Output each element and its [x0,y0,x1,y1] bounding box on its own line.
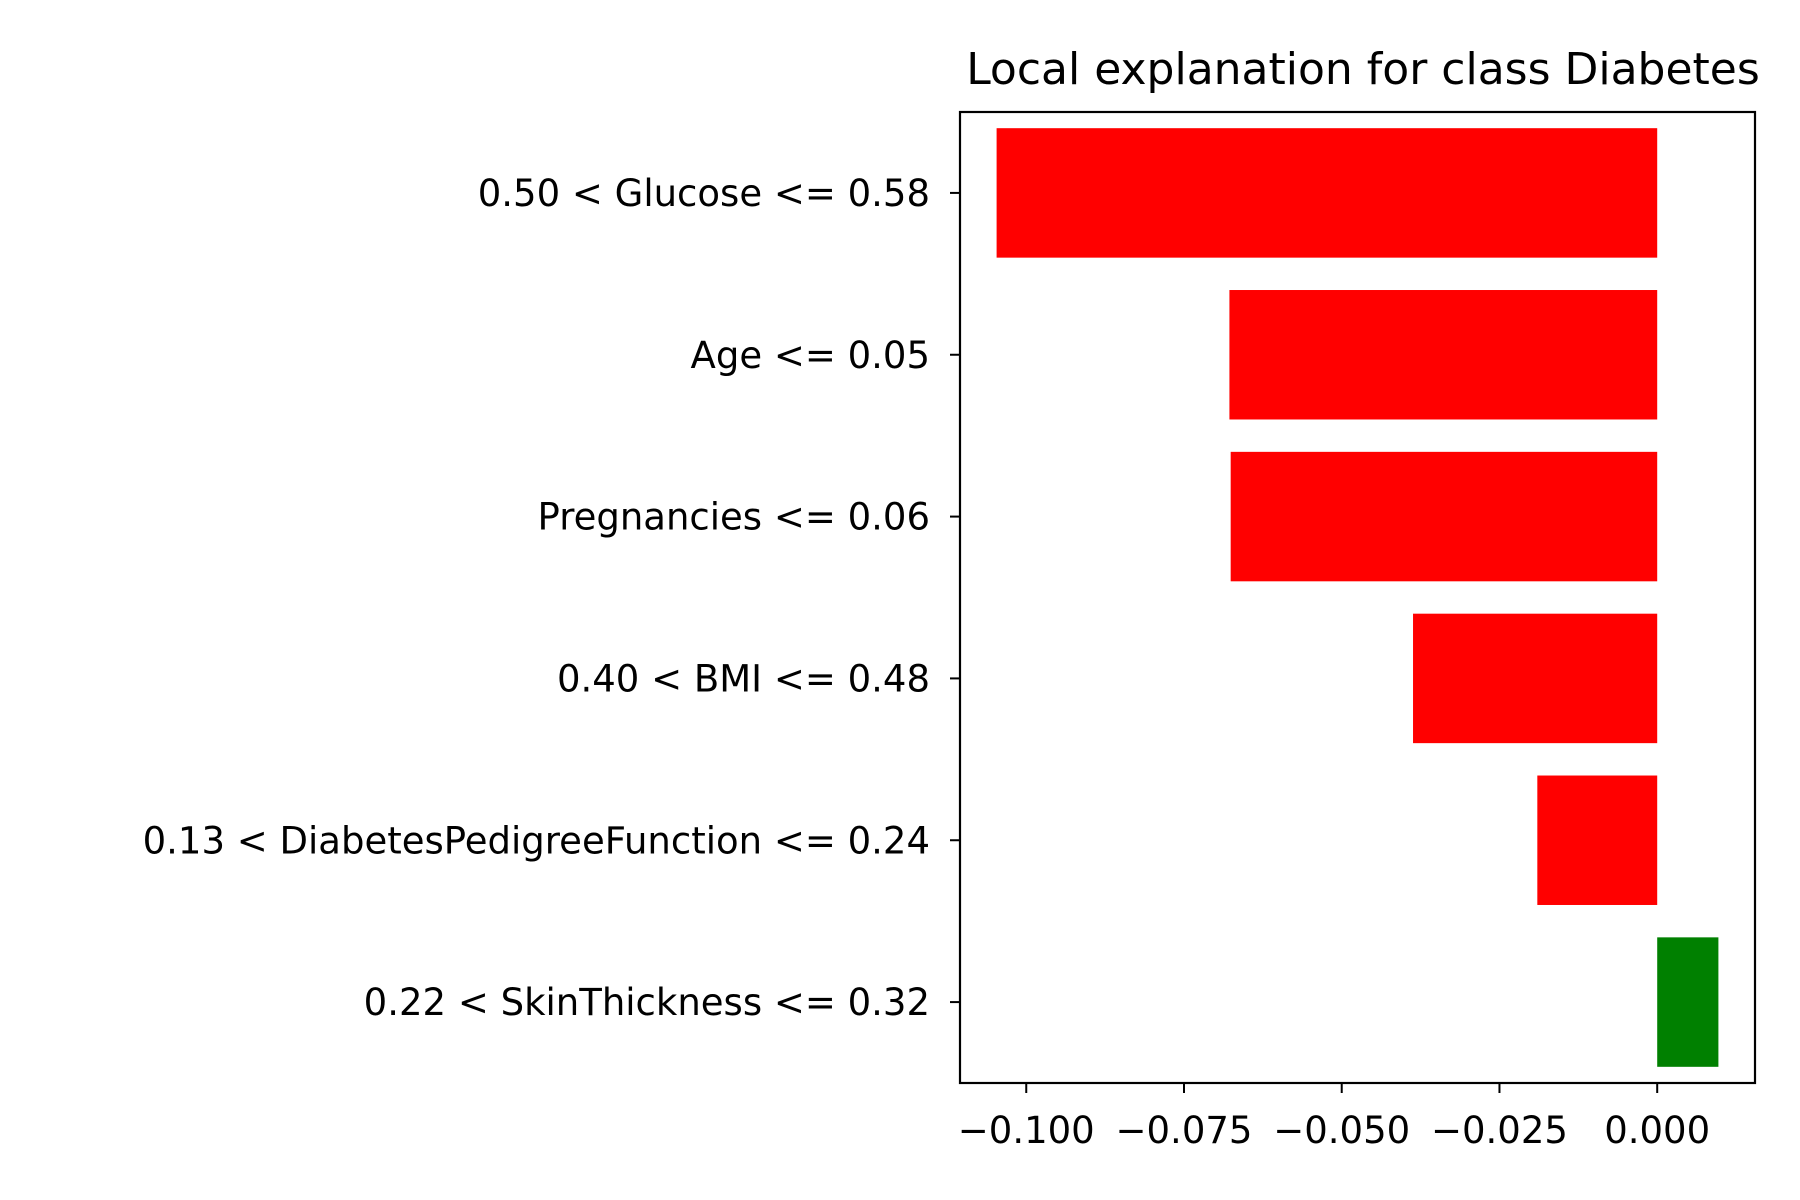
ticks-layer: 0.50 < Glucose <= 0.58 Age <= 0.05 Pregnan… [143,172,1711,1152]
bar-2 [1230,451,1658,582]
x-tick-label-2: −0.050 [1273,1109,1410,1152]
x-tick-label-0: −0.100 [958,1109,1095,1152]
x-tick-label-4: 0.000 [1604,1109,1710,1152]
y-tick-label-0: 0.50 < Glucose <= 0.58 [478,172,930,215]
y-tick-label-3: 0.40 < BMI <= 0.48 [557,657,930,700]
bars-layer [996,128,1719,1067]
chart-title: Local explanation for class Diabetes [966,44,1760,95]
y-tick-label-2: Pregnancies <= 0.06 [538,496,930,539]
x-tick-label-1: −0.075 [1116,1109,1253,1152]
y-tick-label-5: 0.22 < SkinThickness <= 0.32 [364,981,930,1024]
plot-area-frame [958,110,1757,1085]
bar-0 [996,128,1658,258]
bar-4 [1537,775,1658,905]
x-tick-label-3: −0.025 [1431,1109,1568,1152]
bar-5 [1657,937,1719,1067]
y-tick-label-4: 0.13 < DiabetesPedigreeFunction <= 0.24 [143,819,930,862]
bar-1 [1229,290,1658,420]
y-tick-label-1: Age <= 0.05 [691,334,930,377]
bar-3 [1413,613,1658,744]
